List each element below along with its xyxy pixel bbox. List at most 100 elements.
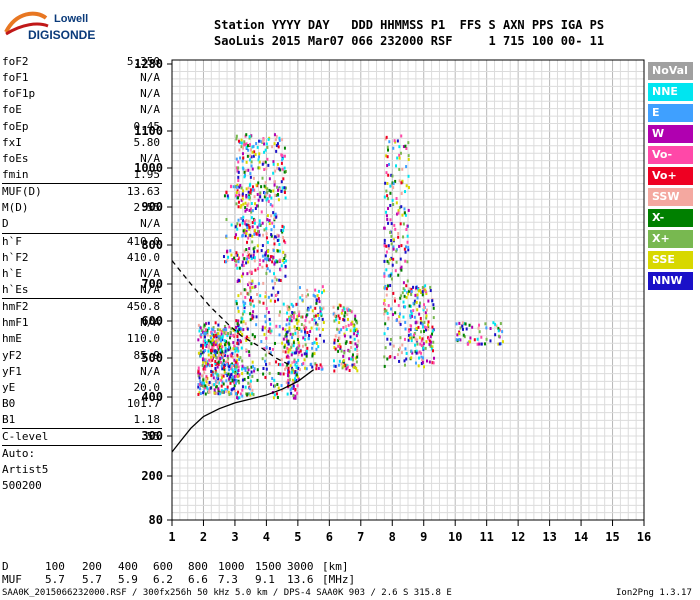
echo-point	[258, 139, 261, 143]
echo-point	[385, 268, 388, 272]
echo-point	[265, 367, 268, 371]
echo-point	[273, 213, 276, 217]
echo-point	[344, 325, 347, 329]
echo-point	[245, 208, 248, 212]
echo-point	[223, 194, 226, 198]
echo-point	[356, 348, 359, 352]
echo-point	[384, 137, 387, 141]
echo-point	[213, 391, 216, 395]
muf-value: 6.2	[153, 573, 173, 586]
echo-point	[223, 366, 226, 370]
echo-point	[429, 285, 432, 289]
echo-point	[389, 184, 392, 188]
echo-point	[304, 330, 307, 334]
echo-point	[418, 312, 421, 316]
echo-point	[231, 368, 234, 372]
echo-point	[261, 244, 264, 248]
echo-point	[423, 325, 426, 329]
echo-point	[389, 355, 392, 359]
echo-point	[304, 319, 307, 323]
echo-point	[415, 351, 418, 355]
echo-point	[234, 360, 237, 364]
param-row: foF1 N/A	[2, 71, 160, 85]
echo-point	[243, 175, 246, 179]
echo-point	[236, 189, 239, 193]
echo-point	[245, 145, 248, 149]
echo-point	[237, 237, 240, 241]
echo-point	[263, 184, 266, 188]
echo-point	[419, 321, 422, 325]
echo-point	[284, 264, 287, 268]
echo-point	[285, 334, 288, 338]
echo-point	[311, 352, 314, 356]
echo-point	[239, 183, 242, 187]
echo-point	[341, 309, 344, 313]
echo-point	[387, 206, 390, 210]
echo-point	[463, 335, 466, 339]
legend-item: X+	[648, 230, 693, 248]
echo-point	[497, 342, 500, 346]
echo-point	[342, 364, 345, 368]
echo-point	[255, 232, 258, 236]
echo-point	[266, 249, 269, 253]
echo-point	[235, 259, 238, 263]
echo-point	[458, 321, 461, 325]
echo-point	[245, 335, 248, 339]
echo-point	[241, 159, 244, 163]
echo-point	[278, 167, 281, 171]
y-tick-label: 80	[149, 513, 163, 527]
echo-point	[404, 144, 407, 148]
echo-point	[227, 390, 230, 394]
echo-point	[252, 253, 255, 257]
echo-point	[216, 328, 219, 332]
echo-point	[273, 133, 276, 137]
echo-point	[271, 221, 274, 225]
echo-point	[245, 142, 248, 146]
echo-point	[208, 388, 211, 392]
echo-point	[259, 195, 262, 199]
echo-point	[217, 387, 220, 391]
echo-point	[239, 156, 242, 160]
echo-point	[348, 349, 351, 353]
echo-point	[314, 306, 317, 310]
echo-point	[421, 290, 424, 294]
echo-point	[240, 327, 243, 331]
echo-point	[389, 203, 392, 207]
echo-point	[230, 367, 233, 371]
echo-point	[390, 277, 393, 281]
echo-point	[237, 331, 240, 335]
chart-grid	[171, 60, 644, 520]
echo-point	[256, 378, 259, 382]
echo-point	[248, 387, 251, 391]
echo-point	[424, 311, 427, 315]
echo-point	[240, 138, 243, 142]
echo-point	[214, 340, 217, 344]
echo-point	[253, 221, 256, 225]
echo-point	[298, 350, 301, 354]
echo-point	[231, 370, 234, 374]
echo-point	[277, 298, 280, 302]
echo-point	[392, 146, 395, 150]
echo-point	[238, 148, 241, 152]
echo-point	[283, 186, 286, 190]
echo-point	[279, 363, 282, 367]
echo-point	[280, 180, 283, 184]
echo-point	[240, 204, 243, 208]
echo-point	[221, 345, 224, 349]
echo-point	[234, 333, 237, 337]
echo-point	[333, 314, 336, 318]
echo-point	[244, 385, 247, 389]
echo-point	[407, 248, 410, 252]
echo-point	[410, 324, 413, 328]
echo-point	[261, 254, 264, 258]
echo-point	[212, 372, 215, 376]
echo-point	[293, 311, 296, 315]
echo-point	[318, 316, 321, 320]
echo-point	[247, 195, 250, 199]
echo-point	[385, 189, 388, 193]
echo-point	[241, 192, 244, 196]
echo-point	[353, 337, 356, 341]
echo-point	[259, 294, 262, 298]
echo-point	[275, 235, 278, 239]
echo-point	[249, 302, 252, 306]
